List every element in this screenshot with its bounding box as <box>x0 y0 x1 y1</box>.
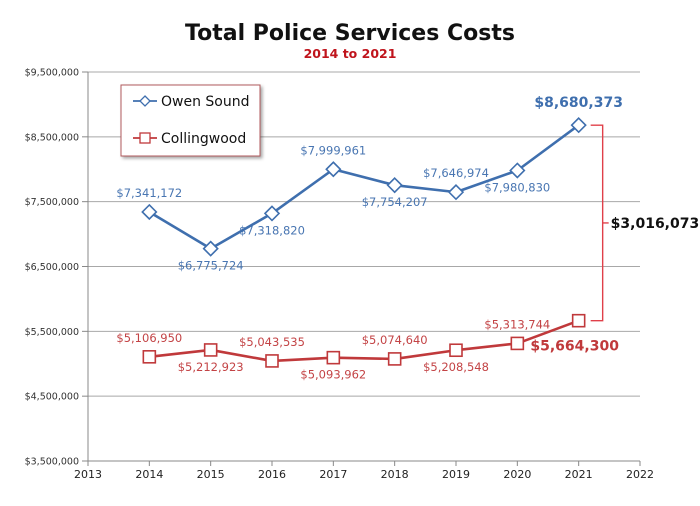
data-labels: $7,341,172 $6,775,724 $7,318,820 $7,999,961… <box>116 95 623 382</box>
x-tick-label: 2016 <box>258 468 286 481</box>
data-label-collingwood: $5,313,744 <box>484 317 550 331</box>
legend: Owen Sound Collingwood <box>120 84 261 157</box>
x-tick-label: 2022 <box>626 468 654 481</box>
data-label-collingwood: $5,664,300 <box>530 339 619 355</box>
y-tick-label: $8,500,000 <box>25 132 79 143</box>
data-point-owen-sound <box>509 162 526 179</box>
y-tick-label: $5,500,000 <box>25 327 79 338</box>
data-point-collingwood <box>387 352 402 366</box>
data-label-owen-sound: $7,646,974 <box>423 166 489 180</box>
x-tick-label: 2021 <box>565 468 593 481</box>
data-label-collingwood: $5,208,548 <box>423 360 489 374</box>
data-label-collingwood: $5,093,962 <box>300 368 366 382</box>
y-tick-label: $3,500,000 <box>25 457 79 468</box>
x-tick-label: 2014 <box>135 468 163 481</box>
x-tick-label: 2019 <box>442 468 470 481</box>
legend-item-owen-sound: Owen Sound <box>133 94 250 110</box>
data-point-collingwood <box>449 343 463 358</box>
y-tick-label: $9,500,000 <box>25 68 79 79</box>
diamond-marker-icon <box>139 95 151 107</box>
y-tick-label: $7,500,000 <box>25 197 79 208</box>
legend-label-owen-sound: Owen Sound <box>161 94 250 110</box>
legend-item-collingwood: Collingwood <box>133 131 246 147</box>
x-tick-label: 2020 <box>503 468 531 481</box>
difference-annotation: $3,016,073 <box>590 124 700 322</box>
data-point-collingwood <box>571 313 586 328</box>
data-point-owen-sound <box>447 184 465 201</box>
axes: $3,500,000 $4,500,000 $5,500,000 $6,500,000… <box>25 68 654 482</box>
data-label-owen-sound: $7,754,207 <box>362 195 428 209</box>
y-tick-label: $6,500,000 <box>25 262 79 273</box>
data-label-collingwood: $5,074,640 <box>362 333 428 347</box>
y-tick-label: $4,500,000 <box>25 392 79 403</box>
data-point-owen-sound <box>202 240 219 257</box>
series-line-collingwood <box>149 319 580 363</box>
x-tick-label: 2017 <box>319 468 347 481</box>
data-label-collingwood: $5,106,950 <box>116 331 182 345</box>
data-label-owen-sound: $7,980,830 <box>484 180 550 194</box>
data-label-owen-sound: $6,775,724 <box>178 259 244 273</box>
data-point-owen-sound <box>325 161 342 178</box>
data-point-collingwood <box>142 350 157 364</box>
series-line-owen-sound <box>148 124 580 250</box>
chart-subtitle: 2014 to 2021 <box>304 46 397 61</box>
difference-label: $3,016,073 <box>611 216 700 232</box>
data-label-owen-sound: $7,999,961 <box>300 143 366 157</box>
difference-bracket <box>590 124 609 322</box>
x-tick-label: 2013 <box>74 468 102 481</box>
data-label-collingwood: $5,212,923 <box>178 360 244 374</box>
data-point-collingwood <box>265 354 279 368</box>
x-tick-label: 2018 <box>381 468 409 481</box>
data-point-owen-sound <box>141 203 158 221</box>
data-point-collingwood <box>510 336 525 351</box>
data-label-owen-sound: $7,318,820 <box>239 223 305 237</box>
x-tick-label: 2015 <box>197 468 225 481</box>
chart-title: Total Police Services Costs <box>185 21 515 46</box>
data-point-collingwood <box>326 350 341 365</box>
legend-label-collingwood: Collingwood <box>161 131 246 147</box>
series <box>141 117 587 368</box>
data-point-owen-sound <box>570 117 587 134</box>
data-label-owen-sound: $8,680,373 <box>534 95 623 111</box>
data-point-collingwood <box>203 343 218 357</box>
data-label-owen-sound: $7,341,172 <box>116 186 182 200</box>
data-point-owen-sound <box>263 205 281 222</box>
square-marker-icon <box>139 132 151 144</box>
data-point-owen-sound <box>386 177 403 194</box>
data-label-collingwood: $5,043,535 <box>239 335 305 349</box>
